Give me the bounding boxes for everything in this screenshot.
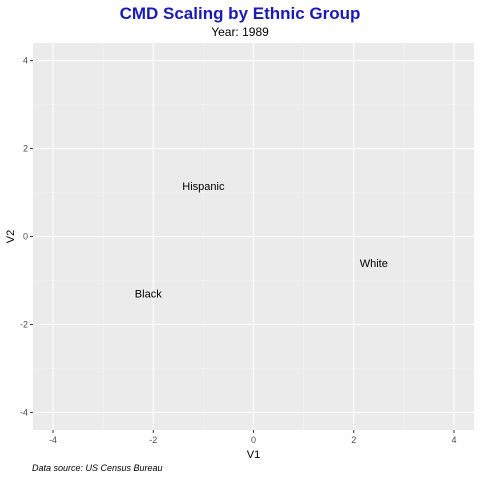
x-axis-title: V1	[247, 449, 260, 461]
x-tick-label: -4	[49, 435, 57, 445]
y-tick-label: -4	[20, 407, 28, 417]
point-label-black: Black	[135, 289, 162, 301]
x-tick-label: 0	[251, 435, 256, 445]
y-tick-label: -2	[20, 319, 28, 329]
chart-subtitle: Year: 1989	[211, 25, 269, 39]
y-tick-label: 4	[23, 56, 28, 66]
point-label-hispanic: Hispanic	[182, 181, 225, 193]
y-tick-label: 2	[23, 144, 28, 154]
y-tick-label: 0	[23, 232, 28, 242]
x-tick-label: 4	[451, 435, 456, 445]
point-label-white: White	[360, 258, 388, 270]
x-tick-label: 2	[351, 435, 356, 445]
x-tick-label: -2	[149, 435, 157, 445]
chart-title: CMD Scaling by Ethnic Group	[119, 4, 361, 23]
y-axis-title: V2	[5, 230, 17, 243]
data-source-caption: Data source: US Census Bureau	[32, 463, 163, 473]
